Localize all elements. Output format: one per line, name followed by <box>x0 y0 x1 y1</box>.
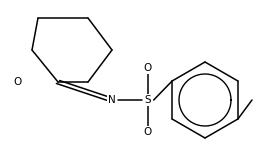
Text: S: S <box>145 95 151 105</box>
Text: O: O <box>14 77 22 87</box>
Text: N: N <box>108 95 116 105</box>
Text: O: O <box>144 127 152 137</box>
Text: O: O <box>144 63 152 73</box>
